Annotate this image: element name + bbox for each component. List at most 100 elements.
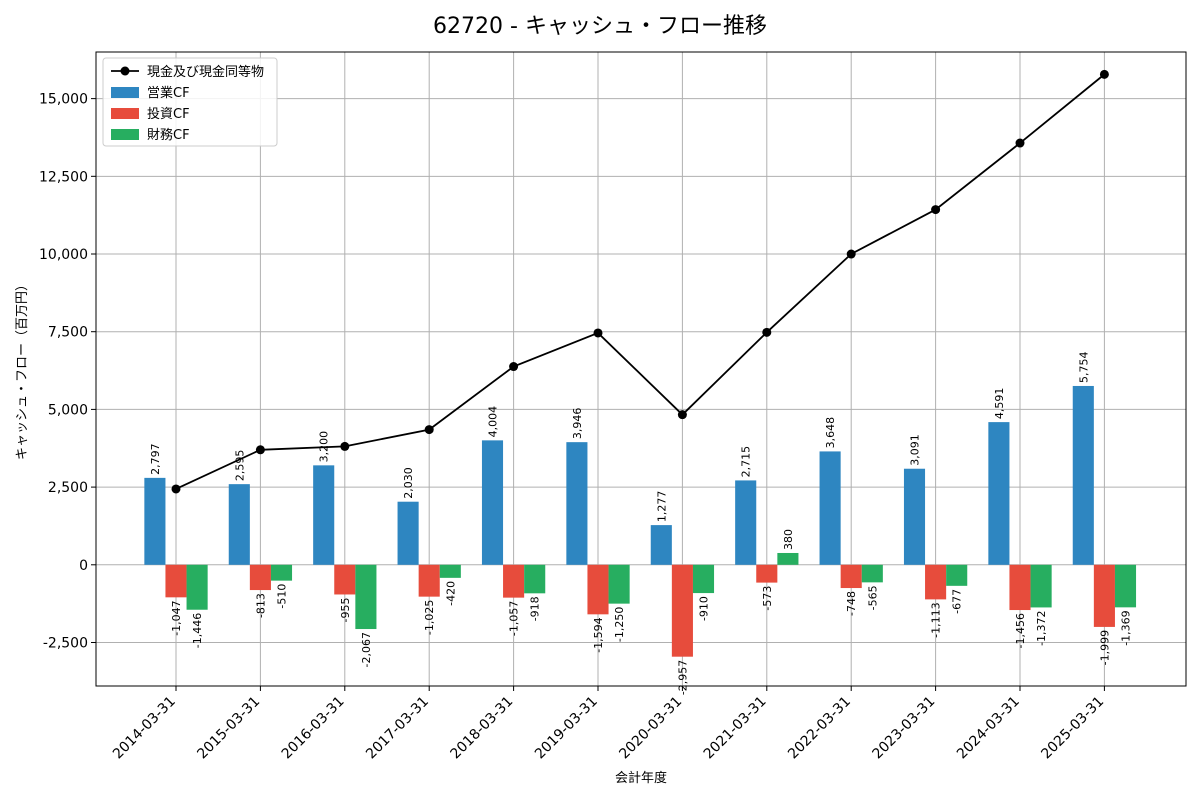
bar-value-label: 380 [782, 529, 795, 550]
cash-line-point [846, 249, 856, 259]
x-tick-label: 2025-03-31 [1038, 694, 1107, 763]
x-tick-label: 2018-03-31 [448, 694, 517, 763]
cash-line-point [424, 425, 434, 435]
bar-value-label: -748 [845, 591, 858, 616]
y-axis: -2,500 0 2,500 5,000 7,500 10,000 12,500 15,000 [39, 92, 96, 651]
y-tick-label: 15,000 [39, 92, 88, 108]
chart-title: 62720 - キャッシュ・フロー推移 [433, 14, 767, 39]
legend-label: 財務CF [147, 128, 190, 143]
bar-value-label: 2,030 [402, 467, 415, 499]
bar-value-label: -420 [444, 581, 457, 606]
bar [777, 552, 799, 565]
y-tick-label: 5,000 [48, 402, 88, 418]
x-tick-label: 2022-03-31 [785, 694, 854, 763]
bar-value-label: 3,648 [824, 417, 837, 449]
cash-line [171, 69, 1109, 494]
legend-label: 現金及び現金同等物 [147, 64, 264, 80]
bar-value-label: 5,754 [1077, 351, 1090, 383]
x-tick-label: 2016-03-31 [279, 694, 348, 763]
cash-line-point [171, 484, 181, 494]
bar [1072, 385, 1094, 565]
bar-value-label: -955 [339, 597, 352, 622]
bar-value-label: 3,200 [318, 431, 331, 463]
cash-line-path [175, 73, 1105, 490]
bar [671, 564, 693, 657]
bar-value-label: -1,250 [613, 607, 626, 642]
y-axis-label: キャッシュ・フロー（百万円） [15, 278, 30, 460]
bar [524, 564, 546, 594]
bar [608, 564, 630, 604]
x-tick-label: 2021-03-31 [701, 694, 770, 763]
y-tick-label: 0 [79, 558, 88, 574]
bar [735, 480, 757, 565]
cash-line-point [1099, 69, 1109, 79]
bar [925, 564, 947, 600]
bar-value-label: 2,595 [233, 450, 246, 481]
cash-line-point [340, 441, 350, 451]
x-axis-label: 会計年度 [615, 770, 667, 786]
bar [946, 564, 968, 586]
x-tick-label: 2015-03-31 [194, 694, 263, 763]
bar-value-label: 4,591 [993, 388, 1006, 420]
bar-value-label: -1,369 [1120, 610, 1133, 645]
bar-value-label: -1,047 [170, 600, 183, 635]
y-tick-label: 2,500 [48, 480, 88, 496]
legend-box [102, 57, 278, 147]
bar [1009, 564, 1031, 611]
bar-value-label: -2,067 [360, 632, 373, 667]
bar-value-label: -1,456 [1014, 613, 1027, 648]
bar-value-label: -1,113 [930, 602, 943, 637]
legend-bar-swatch [111, 87, 139, 98]
bar [144, 477, 166, 565]
bar [439, 564, 461, 578]
bar-value-label: -1,446 [191, 613, 204, 648]
bar [840, 564, 862, 589]
bar-value-label: -677 [951, 589, 964, 614]
cash-line-point [762, 327, 772, 337]
bar-value-label: -1,372 [1035, 610, 1048, 645]
bar [1030, 564, 1052, 608]
bar [1114, 564, 1137, 608]
legend-bar-swatch [111, 129, 139, 140]
bar [903, 468, 926, 565]
bar [481, 440, 504, 565]
cash-line-point [593, 328, 603, 338]
x-tick-label: 2020-03-31 [616, 694, 685, 763]
legend-label: 投資CF [147, 106, 190, 122]
bar [503, 564, 525, 598]
y-tick-label: -2,500 [43, 635, 88, 651]
bar [587, 564, 609, 615]
cash-line-point [1015, 138, 1025, 148]
bar-value-label: 3,091 [909, 434, 922, 466]
bar [988, 422, 1010, 565]
bar [165, 564, 187, 598]
data-labels: 2,797 2,595 3,200 2,030 4,004 3,946 1,277 2,715… [149, 351, 1133, 695]
bar-value-label: -1,594 [592, 617, 605, 652]
bar-value-label: -1,025 [423, 600, 436, 635]
bars [144, 385, 1137, 657]
bar [270, 564, 293, 581]
bar [186, 564, 208, 610]
x-tick-label: 2014-03-31 [110, 694, 179, 763]
x-tick-label: 2019-03-31 [532, 694, 601, 763]
bar [692, 564, 715, 594]
legend-label: 営業CF [147, 85, 190, 101]
bar-value-label: -1,999 [1098, 630, 1111, 665]
bar-value-label: 1,277 [655, 491, 668, 523]
x-tick-label: 2017-03-31 [363, 694, 432, 763]
bar-value-label: 2,797 [149, 443, 162, 475]
bar [861, 564, 883, 583]
bar [397, 501, 419, 565]
bar-value-label: -918 [529, 596, 542, 621]
bar [313, 465, 335, 565]
cash-line-point [255, 445, 265, 455]
x-tick-label: 2023-03-31 [870, 694, 939, 763]
bar [566, 442, 588, 565]
y-tick-label: 10,000 [39, 247, 88, 263]
cash-line-point [509, 362, 519, 372]
bar-value-label: 2,715 [740, 446, 753, 478]
x-axis: 2014-03-31 2015-03-31 2016-03-31 2017-03-31… [110, 686, 1107, 762]
bar-value-label: -813 [254, 593, 267, 618]
bar-value-label: -565 [866, 585, 879, 610]
